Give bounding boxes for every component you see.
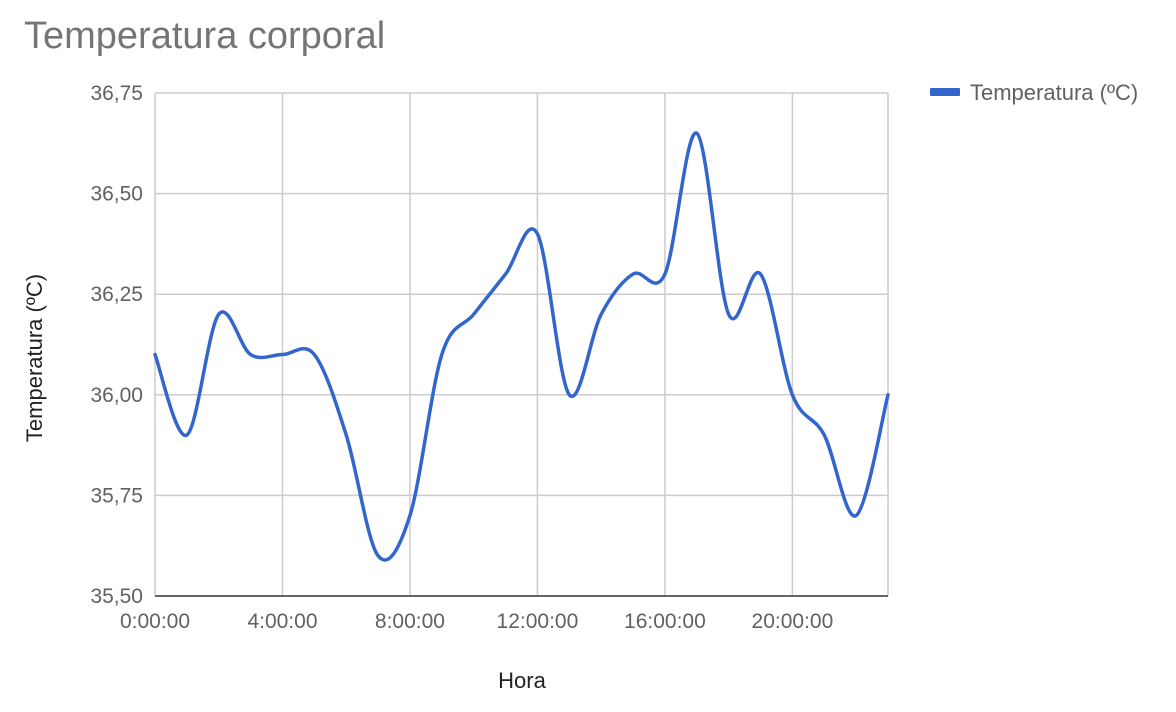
y-tick-label: 36,75 bbox=[90, 82, 143, 105]
data-point bbox=[311, 352, 317, 358]
data-point bbox=[248, 352, 254, 358]
data-point bbox=[534, 231, 540, 237]
data-point bbox=[885, 392, 891, 398]
series-layer bbox=[153, 131, 890, 562]
data-point bbox=[503, 271, 509, 277]
data-point bbox=[407, 513, 413, 519]
y-tick-label: 36,25 bbox=[90, 283, 143, 306]
x-tick-label: 20:00:00 bbox=[752, 610, 834, 633]
legend: Temperatura (ºC) bbox=[930, 80, 1138, 105]
data-point bbox=[694, 130, 700, 136]
data-point bbox=[152, 352, 158, 358]
vertical-gridlines bbox=[154, 93, 889, 596]
data-point bbox=[471, 311, 477, 317]
legend-swatch bbox=[930, 88, 960, 96]
data-point bbox=[279, 352, 285, 358]
y-axis-ticks: 35,50 35,75 36,00 36,25 36,50 36,75 bbox=[90, 82, 143, 608]
data-point bbox=[789, 392, 795, 398]
y-tick-label: 36,00 bbox=[90, 384, 143, 407]
data-point bbox=[758, 271, 764, 277]
y-tick-label: 36,50 bbox=[90, 183, 143, 206]
data-point bbox=[598, 311, 604, 317]
x-axis-ticks: 0:00:00 4:00:00 8:00:00 12:00:00 16:00:00 20:… bbox=[120, 610, 833, 633]
x-tick-label: 4:00:00 bbox=[247, 610, 317, 633]
x-axis-title: Hora bbox=[498, 668, 546, 693]
horizontal-gridlines bbox=[155, 92, 888, 597]
legend-label: Temperatura (ºC) bbox=[970, 80, 1138, 105]
data-point bbox=[216, 311, 222, 317]
x-tick-label: 12:00:00 bbox=[497, 610, 579, 633]
data-point bbox=[853, 513, 859, 519]
data-point bbox=[375, 553, 381, 559]
data-point bbox=[662, 271, 668, 277]
data-point bbox=[566, 392, 572, 398]
data-point bbox=[821, 432, 827, 438]
x-tick-label: 8:00:00 bbox=[375, 610, 445, 633]
data-point bbox=[184, 432, 190, 438]
data-point bbox=[439, 352, 445, 358]
series-line bbox=[153, 131, 890, 562]
x-tick-label: 16:00:00 bbox=[624, 610, 706, 633]
data-point bbox=[726, 311, 732, 317]
data-point bbox=[343, 432, 349, 438]
data-point bbox=[630, 271, 636, 277]
y-tick-label: 35,50 bbox=[90, 585, 143, 608]
y-tick-label: 35,75 bbox=[90, 484, 143, 507]
y-axis-title: Temperatura (ºC) bbox=[22, 274, 47, 442]
x-tick-label: 0:00:00 bbox=[120, 610, 190, 633]
chart-title: Temperatura corporal bbox=[24, 15, 385, 57]
